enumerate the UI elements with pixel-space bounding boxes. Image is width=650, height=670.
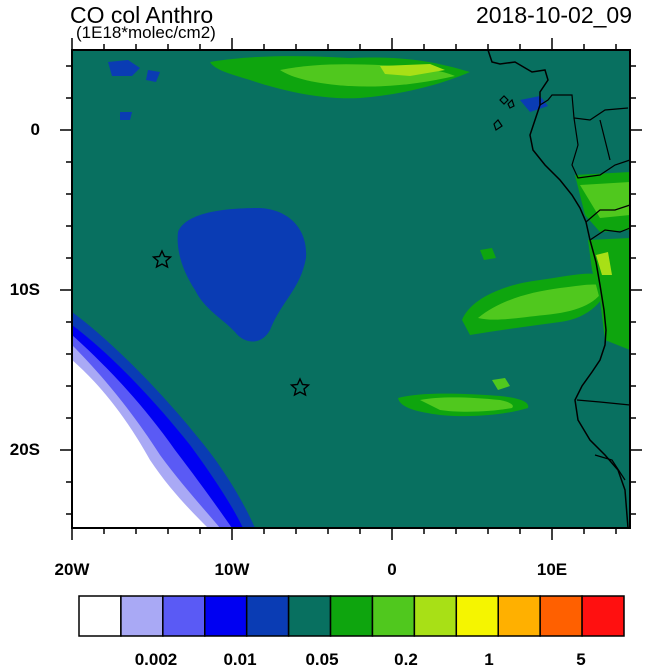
map-frame [71, 49, 631, 529]
colorbar-label: 0.2 [394, 650, 418, 669]
map-title: CO col Anthro [70, 2, 214, 28]
colorbar-swatch [204, 595, 248, 637]
y-tick-label: 20S [9, 440, 40, 459]
colorbar-swatch [78, 595, 122, 637]
colorbar [78, 595, 625, 637]
colorbar-swatch [162, 595, 206, 637]
colorbar-swatch [581, 595, 625, 637]
x-tick-label: 10W [214, 560, 250, 579]
colorbar-swatch [287, 595, 332, 637]
colorbar-swatch [245, 595, 290, 637]
colorbar-swatch [455, 595, 499, 637]
colorbar-label: 1 [484, 650, 494, 669]
colorbar-label: 5 [576, 650, 586, 669]
colorbar-label: 0.05 [305, 650, 339, 669]
colorbar-swatch [497, 595, 541, 637]
colorbar-swatch [371, 595, 416, 637]
axis-ticks [60, 38, 642, 540]
timestamp-label: 2018-10-02_09 [475, 2, 632, 28]
x-tick-label: 0 [387, 560, 397, 579]
x-tick-label: 10E [536, 560, 568, 579]
colorbar-label: 0.01 [223, 650, 257, 669]
colorbar-swatch [539, 595, 583, 637]
units-label: (1E18*molec/cm2) [76, 23, 216, 42]
y-tick-label: 10S [9, 280, 40, 299]
y-tick-label: 0 [30, 120, 40, 139]
colorbar-swatch [329, 595, 374, 637]
map-panel [71, 49, 631, 529]
colorbar-swatch [120, 595, 164, 637]
x-tick-label: 20W [54, 560, 90, 579]
low-value-blob [177, 208, 307, 342]
site-marker-star [289, 377, 311, 397]
colorbar-label: 0.002 [134, 650, 178, 669]
colorbar-swatch [413, 595, 458, 637]
site-marker-star [151, 249, 173, 269]
